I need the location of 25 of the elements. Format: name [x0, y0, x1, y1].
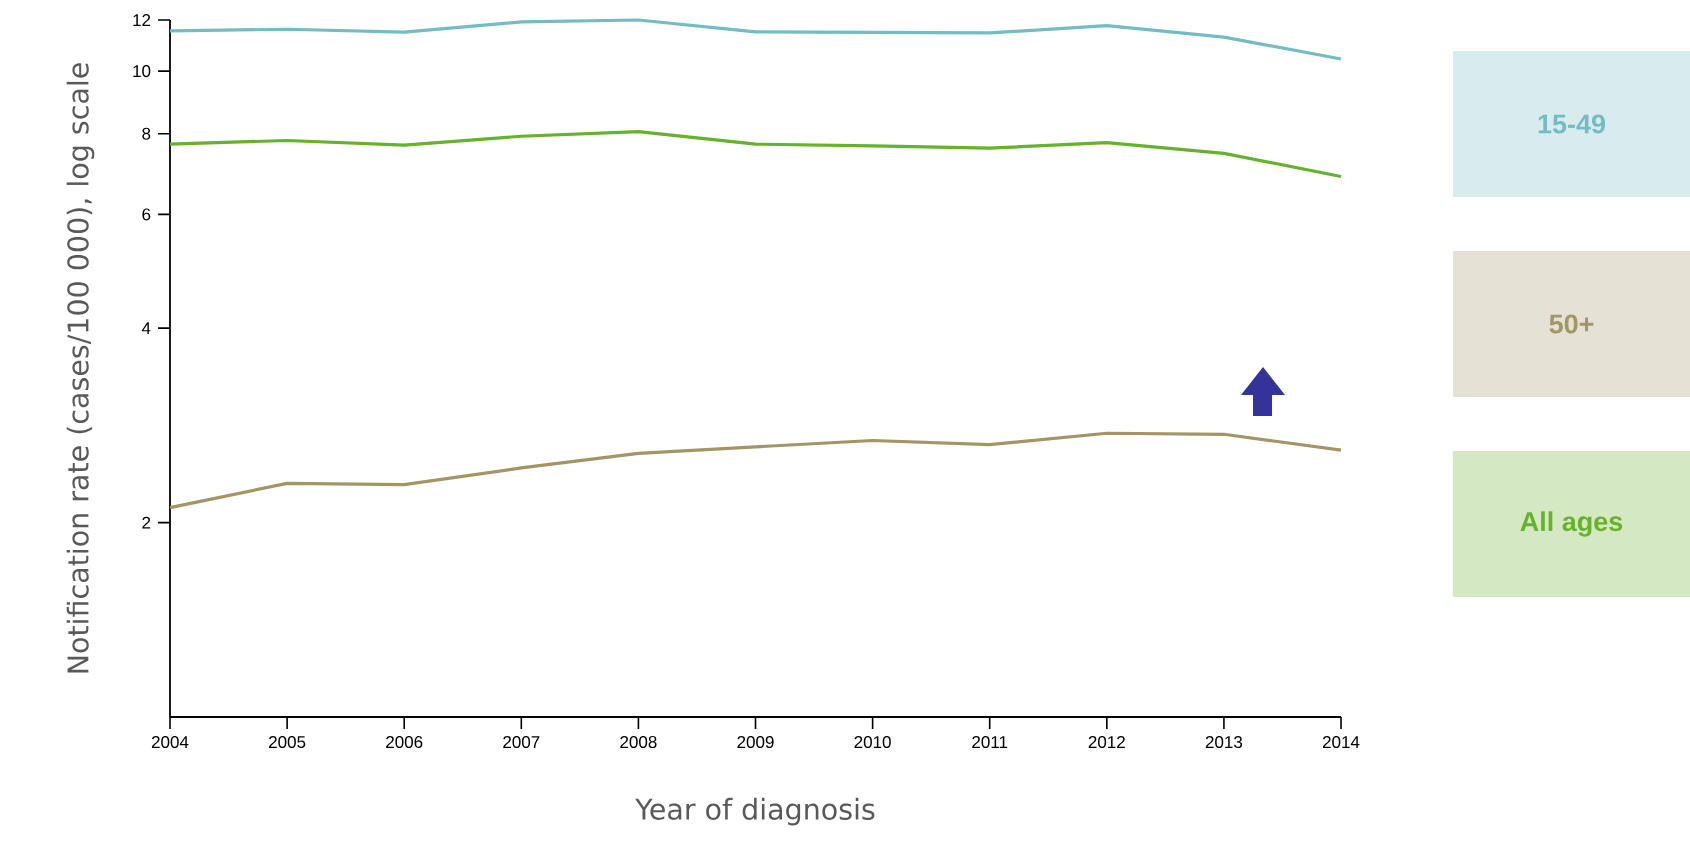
x-tick-label: 2014 — [1322, 736, 1360, 749]
y-tick-label: 10 — [133, 65, 151, 78]
y-tick-label: 4 — [141, 322, 151, 334]
line-series — [168, 18, 1343, 61]
y-tick-label: 6 — [142, 208, 151, 221]
x-tick-label: 2013 — [1205, 736, 1243, 749]
x-axis-title: Year of diagnosis — [635, 797, 875, 826]
y-tick-label: 8 — [142, 127, 151, 140]
x-tick-label: 2005 — [269, 736, 306, 749]
text: 50+ — [1549, 314, 1594, 334]
x-tick-label: 2004 — [151, 736, 189, 749]
text: 15-49 — [1538, 114, 1606, 134]
line-series — [168, 130, 1343, 179]
x-tick-label: 2011 — [972, 736, 1008, 749]
y-axis-title: Notification rate (cases/100 000), log scale — [66, 63, 95, 673]
x-tick-label: 2008 — [620, 736, 657, 749]
x-tick-label: 2006 — [386, 736, 423, 749]
x-tick-label: 2007 — [503, 736, 540, 749]
text: All ages — [1520, 511, 1623, 537]
x-tick-label: 2012 — [1088, 736, 1125, 749]
y-tick-label: 12 — [133, 14, 151, 26]
x-tick-label: 2010 — [854, 736, 891, 749]
line-series — [168, 431, 1343, 510]
x-tick-label: 2009 — [737, 736, 774, 749]
y-tick-label: 2 — [142, 516, 151, 529]
